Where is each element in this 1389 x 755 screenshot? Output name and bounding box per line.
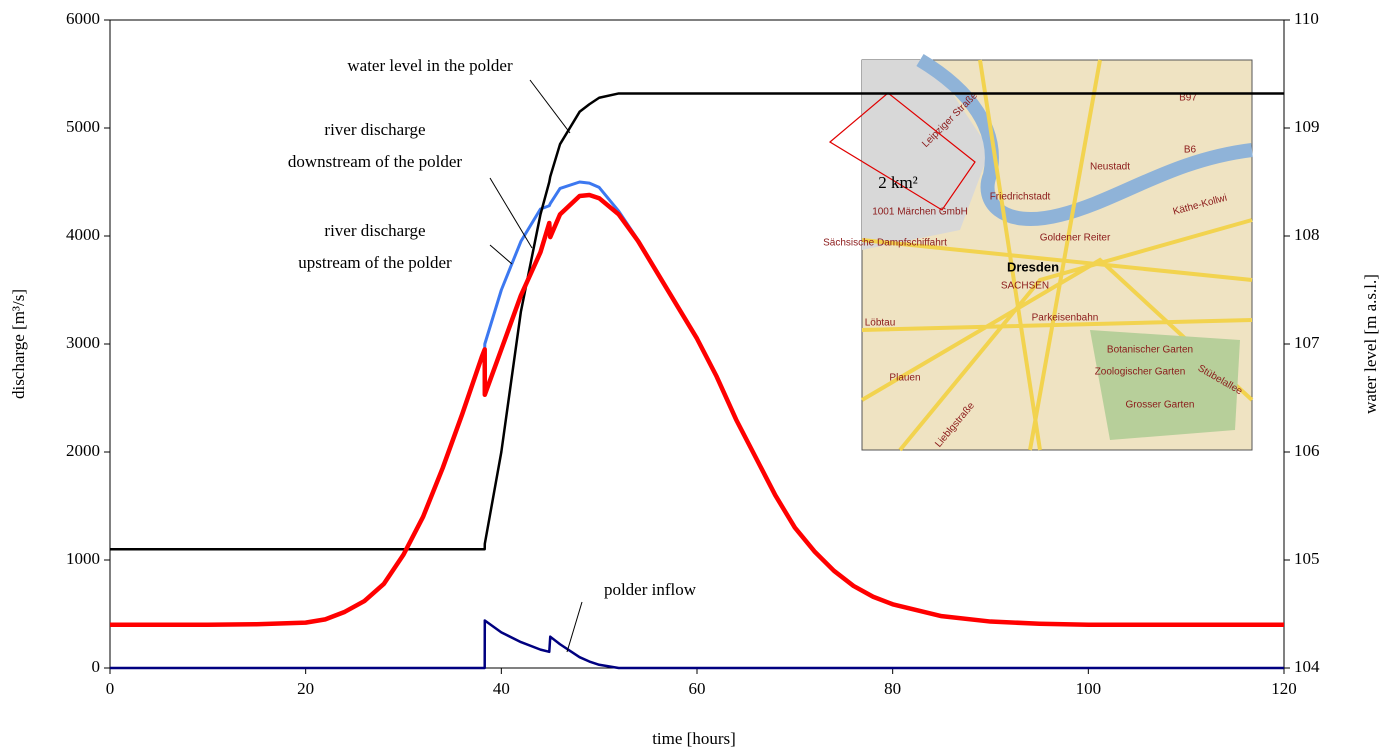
map-label: Zoologischer Garten — [1095, 367, 1186, 378]
annotation: water level in the polder — [347, 56, 513, 75]
annotation: river discharge — [324, 120, 425, 139]
annotation-leader — [490, 178, 532, 248]
map-label: Plauen — [889, 373, 920, 384]
x-tick-label: 80 — [884, 679, 901, 698]
map-label: Sächsische Dampfschiffahrt — [823, 238, 947, 249]
y2-tick-label: 104 — [1294, 657, 1320, 676]
x-tick-label: 0 — [106, 679, 115, 698]
annotation: upstream of the polder — [298, 253, 452, 272]
y2-tick-label: 110 — [1294, 9, 1319, 28]
y-tick-label: 5000 — [66, 117, 100, 136]
map-label: Dresden — [1007, 259, 1059, 274]
x-axis-title: time [hours] — [652, 729, 736, 748]
x-tick-label: 120 — [1271, 679, 1297, 698]
map-label: Parkeisenbahn — [1032, 313, 1099, 324]
map-label: Grosser Garten — [1126, 400, 1195, 411]
annotation-leader — [490, 245, 512, 264]
polder-label: 2 km² — [878, 173, 918, 192]
chart: Leipziger StraßeB97B6NeustadtFriedrichst… — [0, 0, 1389, 755]
y-axis-title: discharge [m³/s] — [9, 289, 28, 399]
y-tick-label: 6000 — [66, 9, 100, 28]
y-tick-label: 2000 — [66, 441, 100, 460]
y-tick-label: 0 — [92, 657, 101, 676]
y2-tick-label: 105 — [1294, 549, 1320, 568]
series-line — [110, 620, 1284, 668]
y2-tick-label: 106 — [1294, 441, 1320, 460]
y2-tick-label: 108 — [1294, 225, 1320, 244]
annotation: downstream of the polder — [288, 152, 463, 171]
annotation-leader — [567, 602, 582, 652]
y2-tick-label: 107 — [1294, 333, 1320, 352]
y2-axis-title: water level [m a.s.l.] — [1361, 274, 1380, 414]
y2-tick-label: 109 — [1294, 117, 1320, 136]
annotation-leader — [530, 80, 570, 133]
x-tick-label: 40 — [493, 679, 510, 698]
annotation: polder inflow — [604, 580, 697, 599]
map-label: 1001 Märchen GmbH — [872, 207, 968, 218]
map-label: Goldener Reiter — [1040, 233, 1111, 244]
y-tick-label: 3000 — [66, 333, 100, 352]
map-label: Botanischer Garten — [1107, 345, 1193, 356]
map-label: Friedrichstadt — [990, 192, 1051, 203]
annotation: river discharge — [324, 221, 425, 240]
y-tick-label: 4000 — [66, 225, 100, 244]
map-label: SACHSEN — [1001, 281, 1049, 292]
map-label: Neustadt — [1090, 162, 1130, 173]
x-tick-label: 60 — [689, 679, 706, 698]
map-label: B6 — [1184, 145, 1197, 156]
x-tick-label: 100 — [1076, 679, 1102, 698]
x-tick-label: 20 — [297, 679, 314, 698]
map-label: Löbtau — [865, 318, 896, 329]
y-tick-label: 1000 — [66, 549, 100, 568]
